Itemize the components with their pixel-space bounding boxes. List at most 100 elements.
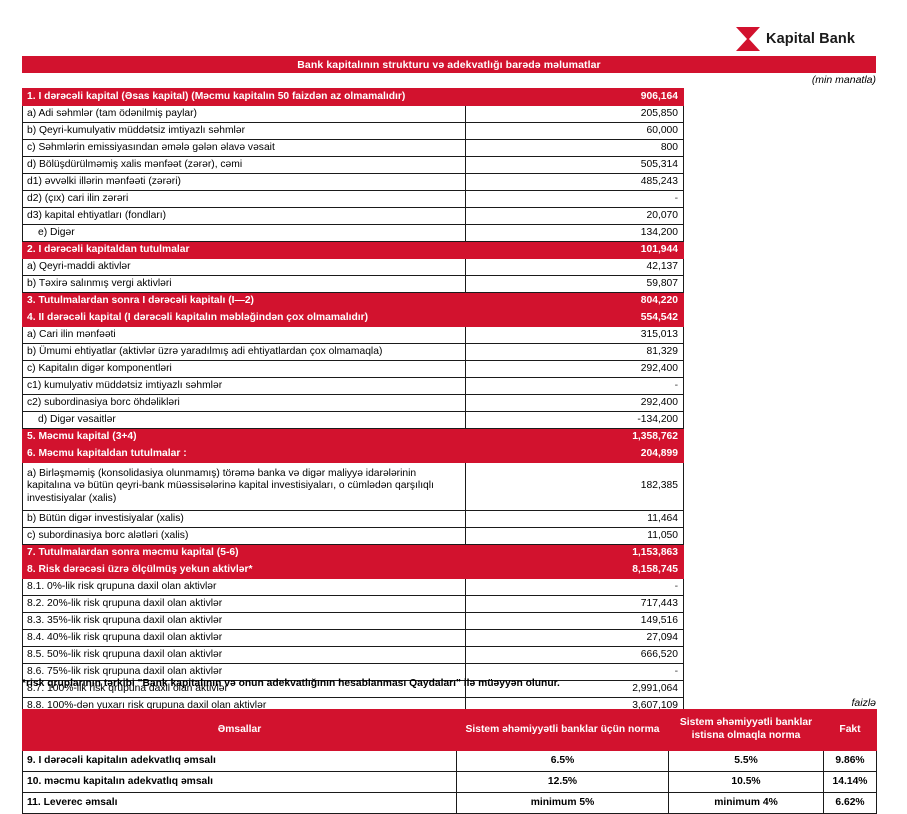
- row-value: 554,542: [465, 309, 684, 327]
- row-label: 7. Tutulmalardan sonra məcmu kapital (5-…: [22, 544, 466, 562]
- capital-structure-table: 1. I dərəcəli kapital (Əsas kapital) (Mə…: [22, 88, 684, 715]
- row-label: 3. Tutulmalardan sonra I dərəcəli kapita…: [22, 292, 466, 310]
- row-label: 1. I dərəcəli kapital (Əsas kapital) (Mə…: [22, 88, 466, 106]
- ratio-non-sifi-norm: 10.5%: [668, 771, 824, 793]
- brand-logo: Kapital Bank: [736, 27, 855, 51]
- table-row: 5. Məcmu kapital (3+4) 1,358,762: [22, 428, 684, 446]
- table-row: b) Ümumi ehtiyatlar (aktivlər üzrə yarad…: [22, 343, 684, 361]
- row-value: 149,516: [465, 612, 684, 630]
- row-label: e) Digər: [22, 224, 466, 242]
- table-row: 11. Leverec əmsalı minimum 5% minimum 4% 6.…: [22, 792, 877, 814]
- table-row: 2. I dərəcəli kapitaldan tutulmalar 101,9…: [22, 241, 684, 259]
- row-label: c) Səhmlərin emissiyasından əmələ gələn …: [22, 139, 466, 157]
- row-value: 505,314: [465, 156, 684, 174]
- row-value: 666,520: [465, 646, 684, 664]
- row-value: 81,329: [465, 343, 684, 361]
- table-row: 1. I dərəcəli kapital (Əsas kapital) (Mə…: [22, 88, 684, 106]
- row-label: c) Kapitalın digər komponentləri: [22, 360, 466, 378]
- row-label: 8. Risk dərəcəsi üzrə ölçülmüş yekun akt…: [22, 561, 466, 579]
- ratio-sifi-norm: 6.5%: [456, 750, 669, 772]
- ratio-name: 11. Leverec əmsalı: [22, 792, 457, 814]
- table-row: 9. I dərəcəli kapitalın adekvatlıq əmsal…: [22, 750, 877, 772]
- table-row: a) Adi səhmlər (tam ödənilmiş paylar) 205…: [22, 105, 684, 123]
- row-value: 8,158,745: [465, 561, 684, 579]
- table-row: b) Qeyri-kumulyativ müddətsiz imtiyazlı …: [22, 122, 684, 140]
- table-row: 3. Tutulmalardan sonra I dərəcəli kapita…: [22, 292, 684, 310]
- row-label: a) Qeyri-maddi aktivlər: [22, 258, 466, 276]
- adequacy-ratios-head: Əmsallar Sistem əhəmiyyətli banklar üçün…: [22, 709, 877, 751]
- table-row: 8.4. 40%-lik risk qrupuna daxil olan akt…: [22, 629, 684, 647]
- table-row: c) subordinasiya borc alətləri (xalis) 11…: [22, 527, 684, 545]
- table-row: 8.1. 0%-lik risk qrupuna daxil olan akti…: [22, 578, 684, 596]
- row-value: 1,358,762: [465, 428, 684, 446]
- row-value: 292,400: [465, 360, 684, 378]
- table-row: d3) kapital ehtiyatları (fondları) 20,070: [22, 207, 684, 225]
- row-label: b) Ümumi ehtiyatlar (aktivlər üzrə yarad…: [22, 343, 466, 361]
- row-label: 4. II dərəcəli kapital (I dərəcəli kapit…: [22, 309, 466, 327]
- page-title: Bank kapitalının strukturu və adekvatlığ…: [22, 56, 876, 73]
- table-row: d) Digər vəsaitlər -134,200: [22, 411, 684, 429]
- table-row: c1) kumulyativ müddətsiz imtiyazlı səhml…: [22, 377, 684, 395]
- row-value: 11,464: [465, 510, 684, 528]
- table-row: b) Təxirə salınmış vergi aktivləri 59,807: [22, 275, 684, 293]
- row-label: c2) subordinasiya borc öhdəlikləri: [22, 394, 466, 412]
- ratio-actual: 9.86%: [823, 750, 877, 772]
- row-label: a) Cari ilin mənfəəti: [22, 326, 466, 344]
- row-label: d) Digər vəsaitlər: [22, 411, 466, 429]
- row-value: 292,400: [465, 394, 684, 412]
- row-value: 20,070: [465, 207, 684, 225]
- ratio-sifi-norm: 12.5%: [456, 771, 669, 793]
- table-row: c) Səhmlərin emissiyasından əmələ gələn …: [22, 139, 684, 157]
- table-row: c2) subordinasiya borc öhdəlikləri 292,40…: [22, 394, 684, 412]
- row-value: 906,164: [465, 88, 684, 106]
- table-row: 8. Risk dərəcəsi üzrə ölçülmüş yekun akt…: [22, 561, 684, 579]
- table-row: 8.3. 35%-lik risk qrupuna daxil olan akt…: [22, 612, 684, 630]
- table-row: d2) (çıx) cari ilin zərəri -: [22, 190, 684, 208]
- brand-name: Kapital Bank: [766, 31, 856, 47]
- row-label: d2) (çıx) cari ilin zərəri: [22, 190, 466, 208]
- row-label: 8.4. 40%-lik risk qrupuna daxil olan akt…: [22, 629, 466, 647]
- row-value: 204,899: [465, 445, 684, 463]
- col-header-coefficients: Əmsallar: [22, 709, 457, 751]
- row-label: c) subordinasiya borc alətləri (xalis): [22, 527, 466, 545]
- table-row: a) Cari ilin mənfəəti 315,013: [22, 326, 684, 344]
- table-row: d) Bölüşdürülməmiş xalis mənfəət (zərər)…: [22, 156, 684, 174]
- row-value: 60,000: [465, 122, 684, 140]
- table-row: d1) əvvəlki illərin mənfəəti (zərəri) 485…: [22, 173, 684, 191]
- col-header-sifi-norm: Sistem əhəmiyyətli banklar üçün norma: [456, 709, 669, 751]
- row-label: a) Adi səhmlər (tam ödənilmiş paylar): [22, 105, 466, 123]
- unit-label-bottom: faizlə: [851, 697, 876, 709]
- row-value: 1,153,863: [465, 544, 684, 562]
- row-value: 800: [465, 139, 684, 157]
- adequacy-ratios-body: 9. I dərəcəli kapitalın adekvatlıq əmsal…: [22, 750, 877, 814]
- footnote-text: *risk qruplarının tərkibi "Bank kapitalı…: [22, 678, 560, 689]
- unit-label-main: (min manatla): [811, 74, 876, 86]
- ratio-sifi-norm: minimum 5%: [456, 792, 669, 814]
- kapital-bank-logo-icon: [736, 27, 760, 51]
- ratio-non-sifi-norm: minimum 4%: [668, 792, 824, 814]
- row-value: -: [465, 377, 684, 395]
- table-row: a) Qeyri-maddi aktivlər 42,137: [22, 258, 684, 276]
- table-row: b) Bütün digər investisiyalar (xalis) 11,…: [22, 510, 684, 528]
- table-row: 6. Məcmu kapitaldan tutulmalar :204,899: [22, 445, 684, 463]
- row-label: c1) kumulyativ müddətsiz imtiyazlı səhml…: [22, 377, 466, 395]
- ratio-actual: 6.62%: [823, 792, 877, 814]
- row-label: 2. I dərəcəli kapitaldan tutulmalar: [22, 241, 466, 259]
- row-value: 485,243: [465, 173, 684, 191]
- row-value: 205,850: [465, 105, 684, 123]
- row-label: b) Təxirə salınmış vergi aktivləri: [22, 275, 466, 293]
- ratio-name: 10. məcmu kapitalın adekvatlıq əmsalı: [22, 771, 457, 793]
- row-value: 134,200: [465, 224, 684, 242]
- row-value: 315,013: [465, 326, 684, 344]
- table-row: 8.5. 50%-lik risk qrupuna daxil olan akt…: [22, 646, 684, 664]
- table-row: 10. məcmu kapitalın adekvatlıq əmsalı 12.…: [22, 771, 877, 793]
- table-row: 4. II dərəcəli kapital (I dərəcəli kapit…: [22, 309, 684, 327]
- row-label: 8.5. 50%-lik risk qrupuna daxil olan akt…: [22, 646, 466, 664]
- adequacy-ratios-table: Əmsallar Sistem əhəmiyyətli banklar üçün…: [22, 709, 877, 814]
- table-row: a) Birləşməmiş (konsolidasiya olunmamış)…: [22, 462, 684, 511]
- col-header-actual: Fakt: [823, 709, 877, 751]
- row-value: -: [465, 190, 684, 208]
- row-value: -134,200: [465, 411, 684, 429]
- row-value: 59,807: [465, 275, 684, 293]
- row-value: 27,094: [465, 629, 684, 647]
